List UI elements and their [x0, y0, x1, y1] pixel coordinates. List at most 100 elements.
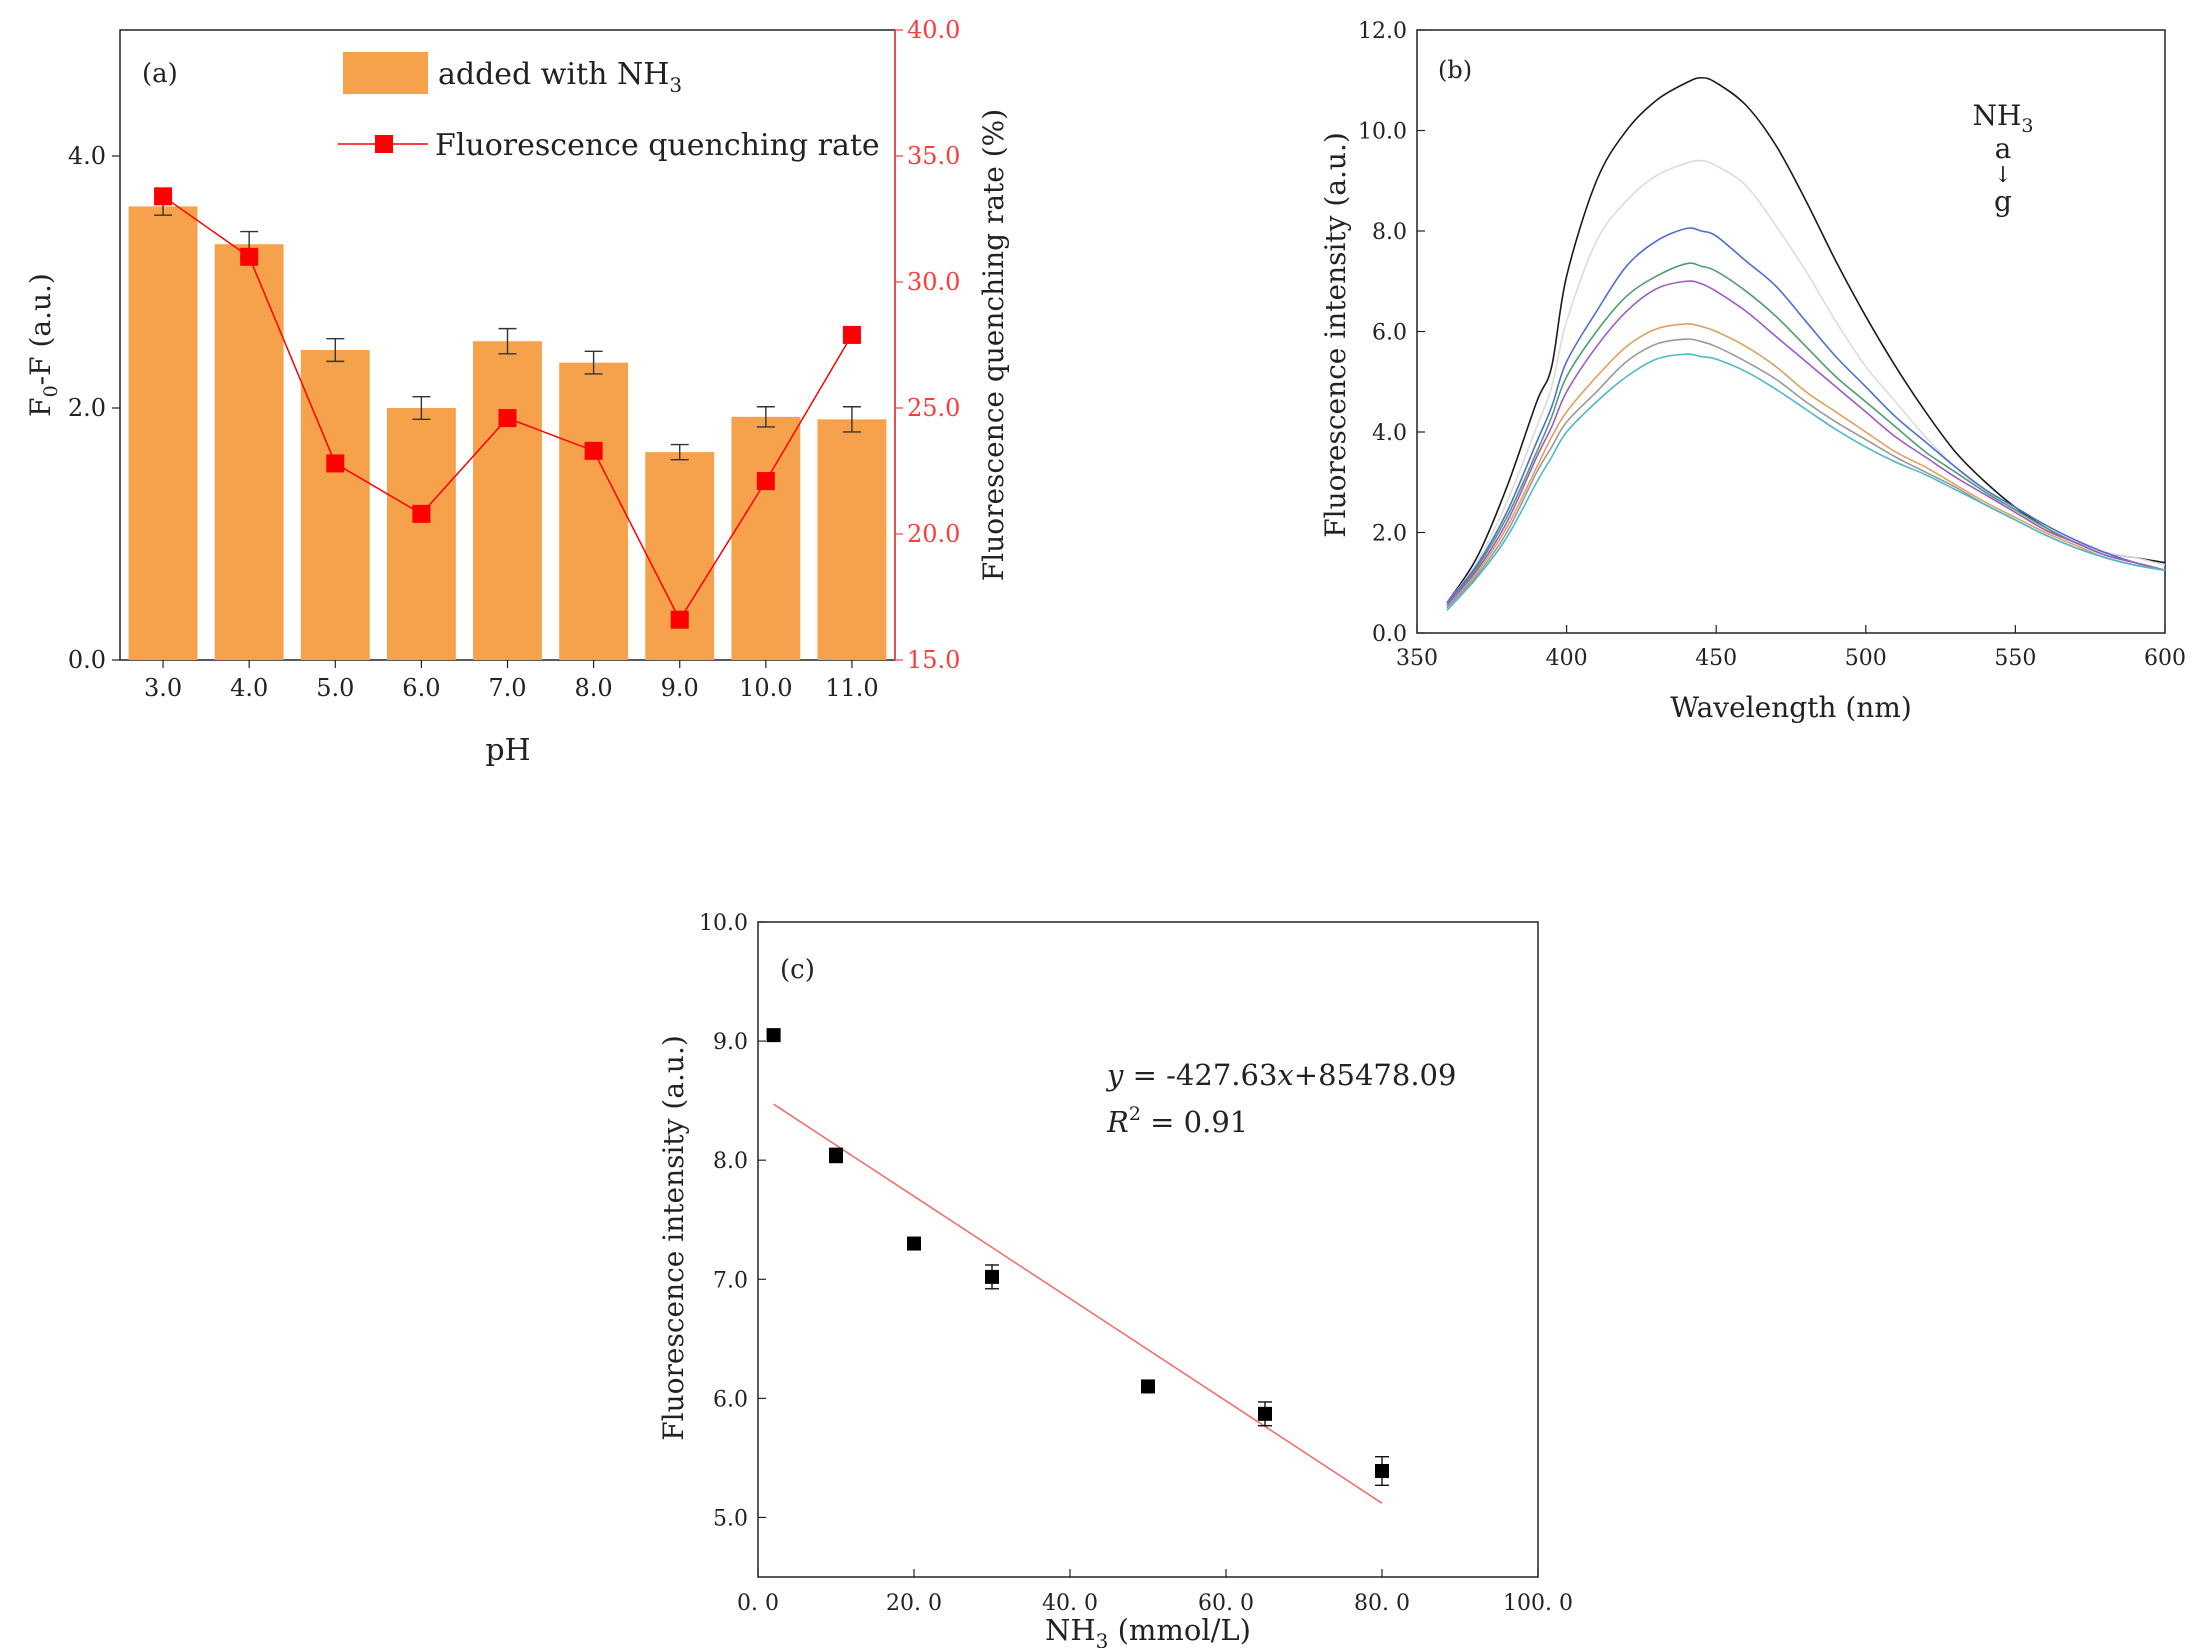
- y-tick-label: 4.0: [1372, 421, 1407, 446]
- panel-c-y-ticks: 5.0 6.0 7.0 8.0 9.0 10.0: [699, 911, 766, 1531]
- spectrum-curve-f: [1446, 323, 2166, 609]
- y-tick-label: 10.0: [699, 911, 748, 936]
- y-tick-label: 0.0: [68, 646, 106, 674]
- quench-rate-marker: [670, 610, 689, 629]
- right-y-tick-label: 15.0: [907, 646, 960, 674]
- bar-ph-7.0: [473, 341, 542, 660]
- x-tick-label: 11.0: [825, 674, 878, 702]
- y-tick-label: 12.0: [1358, 19, 1407, 44]
- spectrum-curve-e: [1446, 280, 2166, 606]
- spectrum-curve-g1: [1446, 338, 2166, 609]
- data-point: [985, 1269, 999, 1284]
- x-tick-label: 9.0: [661, 674, 699, 702]
- panel-c-fit-line: [773, 1103, 1383, 1504]
- legend-bar-label: added with NH3: [438, 57, 682, 97]
- x-tick-label: 500: [1845, 646, 1887, 671]
- y-tick-label: 6.0: [713, 1387, 748, 1412]
- panel-c-x-axis-title: NH3 (mmol/L): [1045, 1613, 1251, 1648]
- y-tick-label: 8.0: [1372, 220, 1407, 245]
- x-tick-label: 550: [1994, 646, 2036, 671]
- panel-a-bar-line-chart: 3.0 4.0 5.0 6.0 7.0 8.0 9.0 10.0 11.0 0.02.04.0 …: [24, 16, 1010, 768]
- panel-a-left-y-ticks: 0.0 2.0 4.0: [68, 142, 120, 674]
- x-tick-label: 5.0: [316, 674, 354, 702]
- panel-c-label: (c): [780, 955, 815, 985]
- data-point: [1258, 1406, 1272, 1421]
- panel-c-points: [766, 1028, 1389, 1486]
- data-point: [907, 1236, 921, 1251]
- panel-b-spectra-lines: [1446, 76, 2166, 611]
- x-tick-label: 350: [1396, 646, 1438, 671]
- y-tick-label: 2.0: [68, 394, 106, 422]
- regression-equation: y = -427.63x+85478.09: [1105, 1058, 1456, 1092]
- panel-c-plot-frame: [757, 921, 1539, 1578]
- annotation-to-label: g: [1994, 185, 2012, 218]
- panel-c-x-ticks: 0. 0 20. 0 40. 0 60. 0 80. 0 100. 0: [737, 1569, 1573, 1616]
- quench-rate-marker: [842, 325, 861, 344]
- spectrum-curve-c: [1446, 227, 2166, 604]
- x-tick-label: 10.0: [739, 674, 792, 702]
- data-point: [1375, 1464, 1389, 1479]
- panel-b-spectra-chart: 350 400 450 500 550 600 0.0 2.0 4.0 6.0 8.0 10.0 12…: [1319, 19, 2186, 724]
- r-squared-label: R2 = 0.91: [1106, 1103, 1248, 1139]
- x-tick-label: 20. 0: [886, 1591, 942, 1616]
- legend-line-marker: [375, 135, 393, 153]
- x-tick-label: 450: [1695, 646, 1737, 671]
- quench-rate-marker: [326, 454, 345, 473]
- nh3-annotation-label: NH3: [1972, 99, 2033, 137]
- y-tick-label: 7.0: [713, 1268, 748, 1293]
- quench-rate-marker: [240, 247, 259, 266]
- y-tick-label: 10.0: [1358, 120, 1407, 145]
- linear-fit-line: [773, 1103, 1383, 1504]
- x-tick-label: 40. 0: [1042, 1591, 1098, 1616]
- x-tick-label: 6.0: [402, 674, 440, 702]
- quench-rate-marker: [498, 409, 517, 428]
- bar-ph-6.0: [386, 408, 456, 660]
- right-y-tick-label: 30.0: [907, 268, 960, 296]
- annotation-from-label: a: [1995, 132, 2012, 165]
- right-y-tick-label: 20.0: [907, 520, 960, 548]
- panel-a-bars: [128, 196, 887, 660]
- bar-ph-5.0: [300, 350, 370, 660]
- panel-b-label: (b): [1438, 56, 1472, 84]
- panel-b-y-axis-title: Fluorescence intensity (a.u.): [1319, 132, 1352, 538]
- bar-ph-4.0: [214, 244, 284, 660]
- bar-ph-8.0: [559, 362, 629, 660]
- panel-a-x-axis-title: pH: [485, 733, 530, 768]
- x-tick-label: 60. 0: [1198, 1591, 1254, 1616]
- quench-rate-marker: [756, 472, 775, 491]
- y-tick-label: 6.0: [1372, 321, 1407, 346]
- legend-line-label: Fluorescence quenching rate: [435, 128, 880, 163]
- spectrum-curve-g: [1446, 353, 2166, 611]
- data-point: [1141, 1379, 1155, 1394]
- right-y-tick-label: 35.0: [907, 142, 960, 170]
- bar-ph-3.0: [128, 206, 198, 660]
- panel-b-x-axis-title: Wavelength (nm): [1670, 691, 1912, 724]
- data-point: [829, 1148, 843, 1163]
- panel-a-right-y-ticks: 15.0 20.0 25.0 30.0 35.0 40.0: [895, 16, 960, 674]
- spectrum-curve-a: [1446, 76, 2166, 604]
- legend-bar-swatch: [343, 52, 428, 94]
- data-point: [766, 1028, 781, 1043]
- panel-b-x-ticks: 350 400 450 500 550 600: [1396, 625, 2186, 671]
- y-tick-label: 0.0: [1372, 622, 1407, 647]
- panel-c-y-axis-title: Fluorescence intensity (a.u.): [657, 1035, 690, 1441]
- quench-rate-marker: [154, 187, 173, 206]
- x-tick-label: 4.0: [230, 674, 268, 702]
- panel-a-quench-line: [154, 187, 861, 629]
- x-tick-label: 7.0: [488, 674, 526, 702]
- quench-rate-marker: [412, 504, 431, 523]
- panel-a-x-ticks: 3.0 4.0 5.0 6.0 7.0 8.0 9.0 10.0 11.0: [144, 660, 879, 702]
- y-tick-label: 4.0: [68, 142, 106, 170]
- right-y-tick-label: 25.0: [907, 394, 960, 422]
- spectrum-curve-b: [1446, 159, 2166, 604]
- x-tick-label: 100. 0: [1503, 1591, 1573, 1616]
- panel-a-left-y-axis-title: F0-F (a.u.): [24, 273, 62, 417]
- bar-ph-9.0: [645, 452, 715, 660]
- x-tick-label: 80. 0: [1354, 1591, 1410, 1616]
- bar-ph-11.0: [817, 419, 887, 660]
- y-tick-label: 9.0: [713, 1030, 748, 1055]
- x-tick-label: 600: [2144, 646, 2186, 671]
- x-tick-label: 0. 0: [737, 1591, 779, 1616]
- panel-a-right-y-axis-title: Fluorescence quenching rate (%): [977, 109, 1010, 581]
